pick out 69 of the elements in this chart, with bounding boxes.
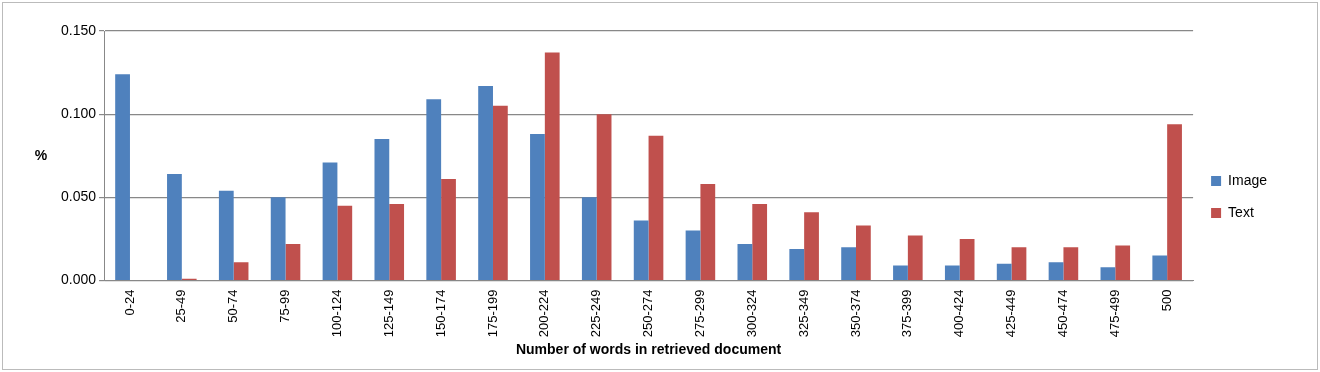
x-tick-label: 175-199: [484, 289, 500, 338]
x-tick-label: 250-274: [640, 289, 656, 338]
x-tick-label: 325-349: [795, 289, 811, 338]
x-tick-label: 475-499: [1106, 289, 1122, 338]
y-tick-label: 0.050: [60, 188, 97, 205]
y-tick-label: 0.150: [60, 21, 97, 38]
bar: [893, 265, 908, 280]
x-axis-title: Number of words in retrieved document: [515, 341, 782, 358]
x-tick-label: 425-449: [1003, 289, 1019, 338]
bar: [959, 238, 975, 280]
x-tick-label: 375-399: [899, 289, 915, 338]
bar: [233, 262, 249, 280]
x-tick-label: 350-374: [847, 289, 863, 338]
bar: [596, 114, 612, 280]
x-tick-label: 450-474: [1055, 289, 1071, 338]
x-tick-label: 400-424: [951, 289, 967, 338]
bar: [944, 265, 960, 280]
x-tick-label: 75-99: [277, 289, 293, 323]
bar: [804, 212, 819, 280]
x-tick-label: 25-49: [173, 289, 189, 323]
bar: [492, 105, 508, 280]
bar: [700, 184, 716, 280]
bar: [907, 235, 923, 280]
bar: [218, 190, 234, 280]
bar: [841, 247, 856, 280]
bar: [737, 243, 753, 280]
bar: [322, 162, 338, 280]
bar: [1152, 255, 1168, 280]
bar: [1115, 245, 1131, 280]
bar: [1167, 124, 1182, 280]
bar: [544, 52, 560, 280]
bar: [426, 99, 442, 280]
x-tick-label: 200-224: [536, 289, 552, 338]
x-tick-label: 125-149: [380, 289, 396, 338]
y-tick-label: 0.000: [60, 271, 97, 288]
bar: [1048, 262, 1064, 280]
bar: [856, 225, 871, 280]
x-tick-label: 150-174: [432, 289, 448, 338]
bar: [441, 179, 456, 280]
x-tick-label: 275-299: [692, 289, 707, 338]
bar: [996, 263, 1012, 280]
bar: [685, 230, 701, 280]
x-tick-label: 0-24: [121, 289, 137, 316]
y-tick-label: 0.100: [60, 105, 97, 122]
bar: [374, 139, 390, 280]
bar: [167, 174, 182, 280]
x-tick-label: 100-124: [328, 289, 344, 338]
bar: [581, 197, 597, 280]
bar: [389, 203, 405, 280]
bar: [115, 74, 130, 280]
bar: [285, 243, 301, 280]
bar: [270, 197, 286, 280]
bar: [478, 85, 493, 280]
x-tick-label: 300-324: [743, 289, 759, 338]
bar: [1011, 247, 1027, 280]
x-tick-label: 500: [1158, 289, 1174, 312]
legend-label: Image: [1228, 171, 1268, 188]
bar: [1100, 267, 1116, 280]
x-tick-label: 225-249: [588, 289, 604, 338]
y-axis-title: %: [34, 146, 48, 163]
legend-label: Text: [1228, 203, 1254, 220]
x-tick-label: 50-74: [225, 289, 241, 323]
bar: [789, 248, 805, 280]
bar: [530, 134, 545, 280]
bar: [1063, 247, 1079, 280]
bar: [633, 220, 649, 280]
bar: [648, 135, 664, 280]
bar: [752, 203, 768, 280]
bar: [337, 205, 353, 280]
